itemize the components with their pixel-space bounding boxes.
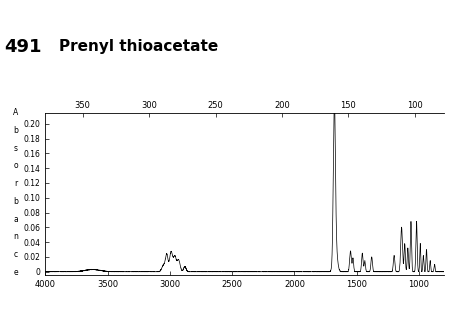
Text: c: c xyxy=(14,250,18,259)
Text: b: b xyxy=(14,197,18,206)
Text: 491: 491 xyxy=(5,38,42,56)
Text: r: r xyxy=(14,179,18,188)
Text: a: a xyxy=(14,215,18,223)
Text: b: b xyxy=(14,126,18,135)
Text: n: n xyxy=(14,232,18,241)
Text: Prenyl thioacetate: Prenyl thioacetate xyxy=(59,39,218,54)
Text: A: A xyxy=(13,108,19,117)
Text: e: e xyxy=(14,268,18,277)
Text: s: s xyxy=(14,144,18,153)
Text: o: o xyxy=(14,162,18,170)
